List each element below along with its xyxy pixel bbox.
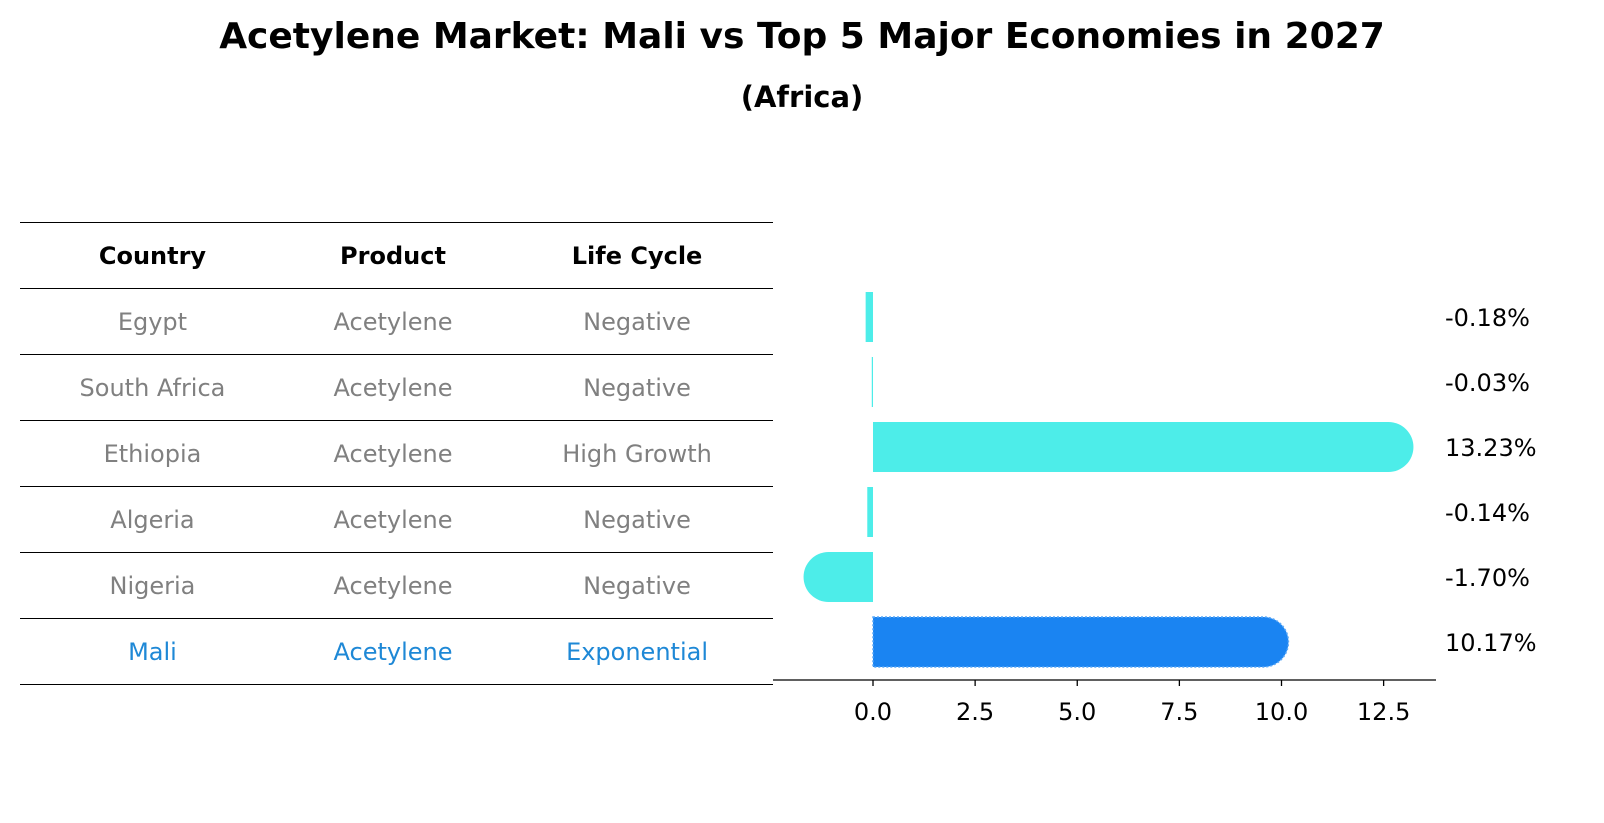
x-tick-label: 12.5: [1357, 698, 1410, 726]
cell-life-cycle: Negative: [501, 552, 773, 619]
bar-chart: -0.18% -0.03% 13.23% -0.14% -1.70% 10.17% 0.0 2…: [773, 292, 1537, 726]
cell-product: Acetylene: [284, 420, 502, 487]
x-tick-label: 5.0: [1058, 698, 1096, 726]
cell-life-cycle: Negative: [501, 354, 773, 421]
cell-country: Nigeria: [20, 552, 285, 619]
value-label: 13.23%: [1445, 434, 1537, 462]
value-label: 10.17%: [1445, 629, 1537, 657]
value-label: -0.18%: [1445, 304, 1530, 332]
bar-nigeria: [803, 552, 873, 602]
bar-mali: [872, 616, 1290, 668]
table-row: Nigeria Acetylene Negative: [20, 552, 773, 619]
x-tick-label: 7.5: [1160, 698, 1198, 726]
header-product: Product: [284, 222, 502, 289]
cell-life-cycle: Exponential: [501, 618, 773, 685]
cell-country: Algeria: [20, 486, 285, 553]
table-header-row: Country Product Life Cycle: [20, 222, 773, 289]
cell-product: Acetylene: [284, 288, 502, 355]
cell-country: Egypt: [20, 288, 285, 355]
comparison-table: Country Product Life Cycle Egypt Acetyle…: [20, 222, 773, 685]
cell-product: Acetylene: [284, 618, 502, 685]
table-row: Egypt Acetylene Negative: [20, 288, 773, 355]
bar-egypt: [865, 292, 873, 342]
bar-algeria: [867, 487, 873, 537]
cell-product: Acetylene: [284, 486, 502, 553]
chart-subtitle: (Africa): [740, 80, 864, 114]
cell-life-cycle: High Growth: [501, 420, 773, 487]
x-tick-label: 2.5: [956, 698, 994, 726]
cell-country: Mali: [20, 618, 285, 685]
table-row: South Africa Acetylene Negative: [20, 354, 773, 421]
value-label: -1.70%: [1445, 564, 1530, 592]
header-country: Country: [20, 222, 285, 289]
value-label: -0.14%: [1445, 499, 1530, 527]
cell-country: Ethiopia: [20, 420, 285, 487]
value-label: -0.03%: [1445, 369, 1530, 397]
bar-ethiopia: [873, 422, 1414, 472]
cell-product: Acetylene: [284, 354, 502, 421]
x-tick-label: 0.0: [854, 698, 892, 726]
table-row: Ethiopia Acetylene High Growth: [20, 420, 773, 487]
chart-title: Acetylene Market: Mali vs Top 5 Major Ec…: [219, 16, 1385, 57]
table-row: Algeria Acetylene Negative: [20, 486, 773, 553]
cell-product: Acetylene: [284, 552, 502, 619]
x-tick-label: 10.0: [1255, 698, 1308, 726]
cell-life-cycle: Negative: [501, 288, 773, 355]
cell-country: South Africa: [20, 354, 285, 421]
cell-life-cycle: Negative: [501, 486, 773, 553]
table-row-highlighted: Mali Acetylene Exponential: [20, 618, 773, 685]
header-life-cycle: Life Cycle: [501, 222, 773, 289]
bar-south-africa: [871, 357, 873, 407]
